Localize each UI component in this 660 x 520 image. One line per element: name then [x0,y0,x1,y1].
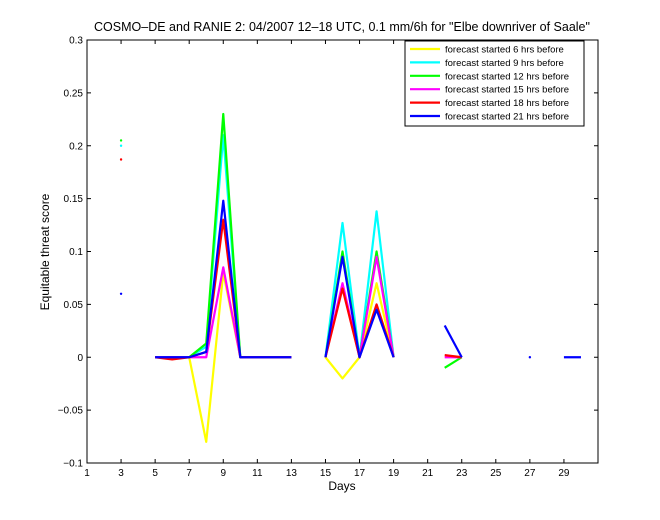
x-tick-label: 9 [220,468,226,479]
x-tick-label: 5 [152,468,158,479]
series-line [324,255,395,359]
y-axis: −0.1 −0.05 0 0.05 0.1 0.15 0.2 0.25 0.3 [58,36,598,470]
series-lines [154,112,581,443]
y-tick-label: −0.1 [63,459,83,470]
legend-label: forecast started 6 hrs before [445,45,564,56]
x-tick-label: 27 [524,468,536,479]
series-line [444,354,462,359]
series-line [444,356,463,369]
x-tick-label: 11 [252,468,263,479]
x-tick-label: 15 [320,468,332,479]
legend-label: forecast started 12 hrs before [445,71,569,82]
x-tick-label: 21 [422,468,434,479]
series-point [119,139,123,142]
legend-label: forecast started 9 hrs before [445,58,564,69]
legend-box [404,40,585,127]
legend: forecast started 6 hrs before forecast st… [404,40,585,127]
series-points [119,139,532,359]
series-point [119,158,123,161]
series-point [119,292,123,295]
y-tick-label: 0.3 [69,36,83,47]
x-tick-label: 17 [354,468,366,479]
x-tick-label: 25 [490,468,502,479]
x-tick-label: 19 [388,468,400,479]
series-point [528,356,532,359]
chart-title: COSMO–DE and RANIE 2: 04/2007 12–18 UTC,… [94,20,590,34]
y-tick-label: 0.05 [64,300,84,311]
x-tick-label: 23 [456,468,468,479]
x-tick-label: 3 [118,468,124,479]
x-tick-label: 29 [558,468,570,479]
x-tick-label: 13 [286,468,298,479]
legend-label: forecast started 18 hrs before [445,98,569,109]
y-tick-label: 0.25 [64,88,84,99]
legend-label: forecast started 21 hrs before [445,112,569,123]
x-axis-title: Days [328,479,355,493]
y-tick-label: 0 [77,353,83,364]
series-line [155,199,292,359]
y-tick-label: −0.05 [58,406,84,417]
y-tick-label: 0.15 [64,194,84,205]
y-tick-label: 0.2 [69,141,83,152]
x-tick-label: 1 [84,468,90,479]
x-axis: 1 3 5 7 9 11 13 15 17 19 21 23 25 27 29 [84,40,570,479]
y-tick-label: 0.1 [69,247,83,258]
y-axis-title: Equitable threat score [38,193,52,310]
series-point [119,144,123,147]
legend-label: forecast started 15 hrs before [445,85,569,96]
series-line [443,325,463,358]
x-tick-label: 7 [186,468,192,479]
